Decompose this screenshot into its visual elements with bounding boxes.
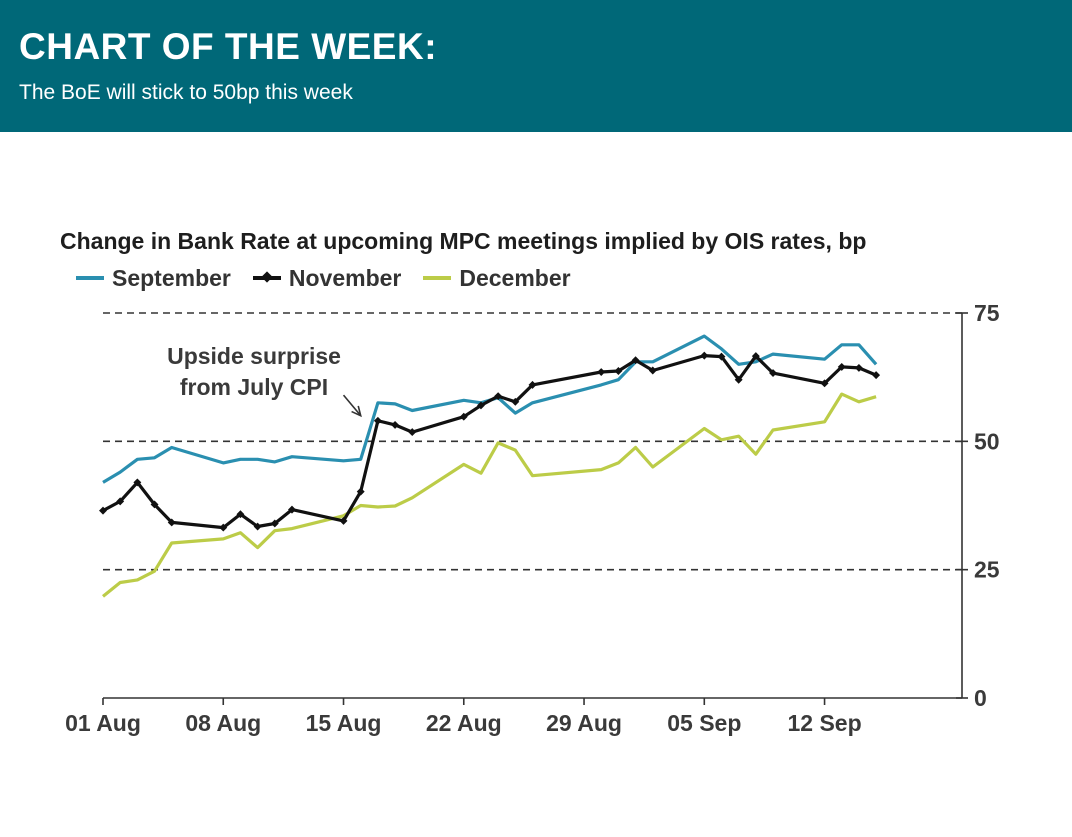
- annotation-text-line-2: from July CPI: [180, 374, 328, 400]
- x-tick-label-12-sep: 12 Sep: [787, 710, 861, 736]
- legend-label-december: December: [459, 264, 571, 291]
- legend-label-november: November: [288, 264, 402, 291]
- point-november-24: [700, 351, 709, 360]
- chart-title: Change in Bank Rate at upcoming MPC meet…: [60, 228, 867, 254]
- point-november-6: [236, 510, 245, 519]
- x-tick-label-29-aug: 29 Aug: [546, 710, 622, 736]
- point-november-8: [270, 519, 279, 528]
- point-november-13: [391, 420, 400, 429]
- banner-subtitle: The BoE will stick to 50bp this week: [19, 81, 353, 104]
- y-tick-label-0: 0: [974, 685, 987, 711]
- legend-label-september: September: [112, 264, 231, 291]
- legend-item-september: September: [76, 265, 231, 292]
- point-november-26: [734, 375, 743, 384]
- banner-title: CHART OF THE WEEK:: [19, 26, 438, 67]
- chart-legend: September November December: [76, 264, 593, 292]
- x-tick-label-05-sep: 05 Sep: [667, 710, 741, 736]
- point-november-20: [597, 368, 606, 376]
- y-tick-label-50: 50: [974, 428, 1000, 454]
- point-november-18: [511, 397, 520, 406]
- header-banner: CHART OF THE WEEK: The BoE will stick to…: [0, 0, 1072, 132]
- x-tick-label-22-aug: 22 Aug: [426, 710, 502, 736]
- point-november-5: [219, 523, 228, 532]
- point-november-32: [872, 371, 881, 380]
- legend-swatch-december: [423, 276, 452, 280]
- legend-item-november: November: [252, 264, 402, 292]
- point-november-7: [253, 522, 262, 531]
- point-november-11: [356, 487, 365, 496]
- point-november-15: [459, 412, 468, 421]
- legend-swatch-november: [252, 271, 281, 283]
- point-november-17: [494, 392, 503, 401]
- series-line-december: [101, 392, 877, 598]
- annotation-arrow-line: [342, 394, 362, 417]
- x-tick-label-08-aug: 08 Aug: [185, 710, 261, 736]
- annotation-arrow-head: [351, 405, 362, 418]
- x-tick-label-15-aug: 15 Aug: [306, 710, 382, 736]
- legend-swatch-september: [76, 276, 104, 280]
- annotation-text-line-1: Upside surprise: [167, 343, 341, 369]
- y-tick-label-25: 25: [974, 557, 1000, 583]
- point-november-9: [288, 505, 296, 514]
- x-tick-label-01-aug: 01 Aug: [65, 710, 141, 736]
- legend-item-december: December: [423, 264, 571, 292]
- point-november-16: [477, 401, 485, 410]
- point-november-23: [648, 366, 657, 375]
- y-tick-label-75: 75: [974, 300, 1000, 326]
- point-november-14: [408, 428, 417, 437]
- point-november-21: [614, 367, 623, 375]
- point-november-27: [751, 352, 760, 361]
- point-november-0: [99, 506, 107, 515]
- point-november-28: [769, 369, 777, 378]
- point-november-12: [373, 416, 382, 425]
- point-november-10: [339, 516, 348, 525]
- point-november-2: [133, 478, 142, 487]
